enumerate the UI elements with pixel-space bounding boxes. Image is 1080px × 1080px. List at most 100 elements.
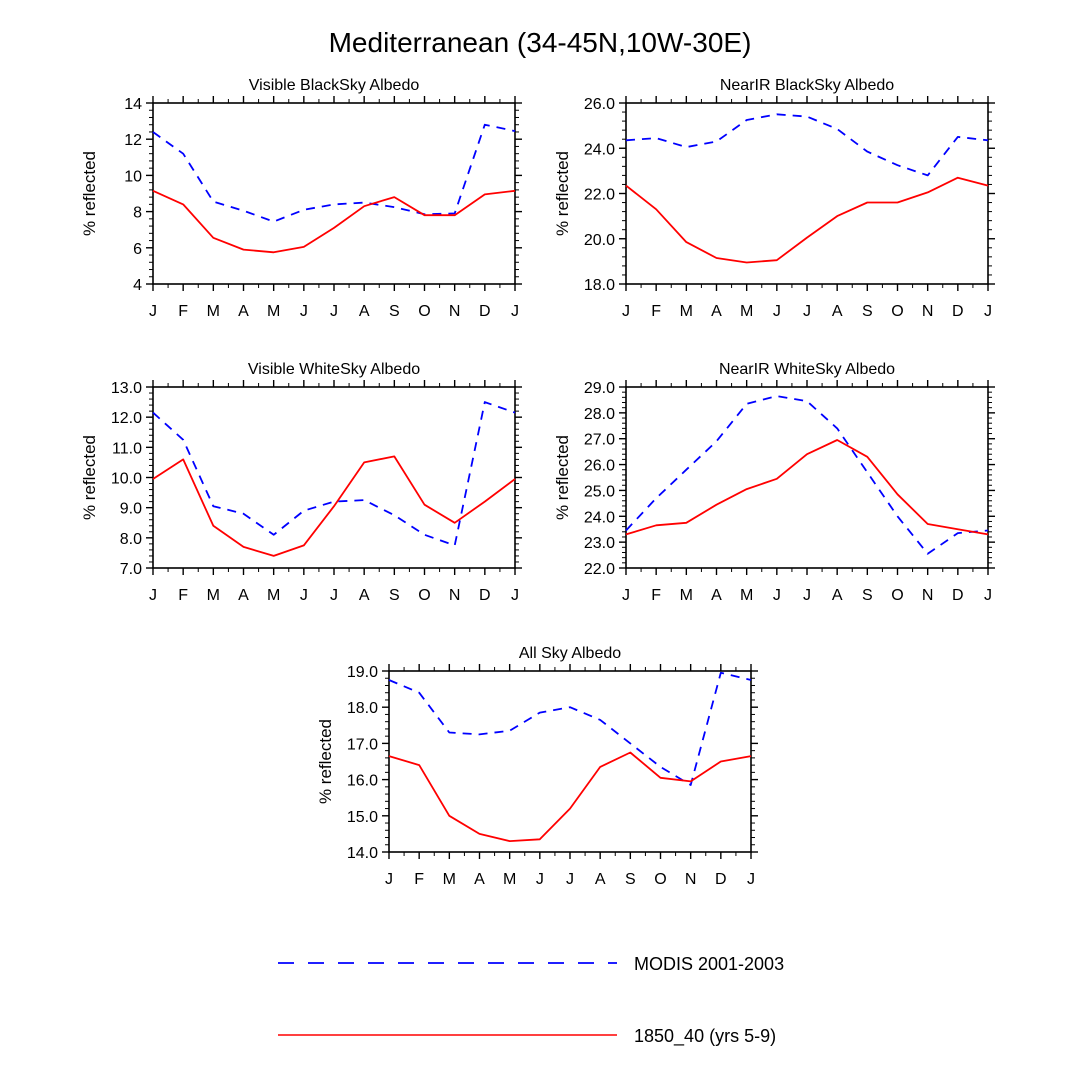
series-line-model	[152, 189, 516, 254]
y-tick-label: 18.0	[347, 700, 378, 717]
data-point-modis	[896, 515, 898, 517]
y-axis-label: % reflected	[316, 719, 335, 804]
y-tick-label: 9.0	[120, 501, 142, 518]
data-point-modis	[625, 139, 627, 141]
data-point-modis	[514, 411, 516, 413]
data-point-model	[776, 478, 778, 480]
data-point-model	[806, 453, 808, 455]
data-point-modis	[655, 137, 657, 139]
data-point-modis	[836, 128, 838, 130]
x-tick-label: J	[300, 303, 308, 320]
x-tick-label: J	[149, 587, 157, 604]
x-tick-label: O	[891, 587, 903, 604]
x-tick-label: S	[862, 587, 873, 604]
legend-entry-modis: MODIS 2001-2003	[278, 954, 784, 974]
y-tick-label: 29.0	[584, 380, 615, 397]
y-tick-label: 12.0	[111, 410, 142, 427]
data-point-model	[484, 193, 486, 195]
legend: MODIS 2001-2003 1850_40 (yrs 5-9)	[278, 954, 784, 1047]
data-point-model	[508, 840, 510, 842]
y-tick-label: 14.0	[347, 845, 378, 862]
data-point-modis	[242, 209, 244, 211]
y-tick-label: 11.0	[112, 440, 142, 457]
series-line-modis	[625, 113, 989, 177]
data-point-modis	[242, 513, 244, 515]
data-point-modis	[715, 140, 717, 142]
data-point-model	[896, 201, 898, 203]
x-tick-label: J	[149, 303, 157, 320]
data-point-modis	[745, 119, 747, 121]
series-line-modis	[625, 395, 989, 555]
y-tick-label: 6	[133, 241, 142, 258]
data-point-model	[745, 488, 747, 490]
plot-frame	[625, 386, 989, 569]
chart-nearir-blacksky-albedo: NearIR BlackSky Albedo % reflected J F M A M J J…	[553, 77, 995, 320]
x-tick-label: F	[651, 587, 661, 604]
data-point-modis	[599, 719, 601, 721]
x-tick-label: O	[418, 303, 430, 320]
legend-label-modis: MODIS 2001-2003	[634, 954, 784, 974]
x-tick-label: J	[773, 303, 781, 320]
data-point-modis	[393, 206, 395, 208]
data-point-modis	[539, 711, 541, 713]
series-line-model	[152, 455, 516, 557]
data-point-modis	[685, 146, 687, 148]
plot-frame	[152, 386, 516, 569]
data-point-model	[750, 755, 752, 757]
data-point-model	[689, 780, 691, 782]
x-tick-label: F	[178, 587, 188, 604]
y-tick-label: 24.0	[584, 509, 615, 526]
x-tick-label: F	[414, 871, 424, 888]
data-point-modis	[659, 766, 661, 768]
x-tick-label: N	[922, 303, 934, 320]
series-line-model	[388, 751, 752, 842]
data-point-modis	[182, 152, 184, 154]
data-point-modis	[866, 471, 868, 473]
data-point-model	[272, 251, 274, 253]
data-point-model	[272, 555, 274, 557]
data-point-model	[655, 208, 657, 210]
x-tick-label: J	[984, 303, 992, 320]
y-axis-label: % reflected	[80, 435, 99, 520]
data-point-model	[629, 751, 631, 753]
data-point-model	[625, 184, 627, 186]
y-tick-label: 8.0	[120, 531, 142, 548]
x-tick-label: F	[178, 303, 188, 320]
x-tick-label: J	[300, 587, 308, 604]
x-tick-label: A	[711, 303, 722, 320]
x-tick-label: O	[654, 871, 666, 888]
data-point-model	[333, 505, 335, 507]
data-point-modis	[448, 731, 450, 733]
x-tick-label: S	[625, 871, 636, 888]
data-point-modis	[896, 164, 898, 166]
data-point-modis	[514, 130, 516, 132]
data-point-model	[926, 523, 928, 525]
x-tick-label: M	[740, 303, 753, 320]
x-tick-label: A	[595, 871, 606, 888]
data-point-modis	[987, 139, 989, 141]
x-tick-label: D	[479, 587, 491, 604]
x-tick-label: N	[449, 587, 461, 604]
y-tick-label: 15.0	[347, 809, 378, 826]
data-point-model	[242, 546, 244, 548]
chart-title: All Sky Albedo	[519, 645, 621, 662]
data-point-model	[957, 528, 959, 530]
plot-frame	[388, 670, 752, 853]
x-tick-label: A	[359, 303, 370, 320]
data-point-model	[448, 815, 450, 817]
data-point-modis	[776, 395, 778, 397]
x-tick-label: J	[566, 871, 574, 888]
data-point-model	[418, 764, 420, 766]
data-point-modis	[478, 733, 480, 735]
data-point-model	[152, 478, 154, 480]
y-tick-label: 10.0	[111, 471, 142, 488]
x-tick-label: M	[267, 303, 280, 320]
x-tick-label: M	[207, 587, 220, 604]
series-line-modis	[388, 671, 752, 786]
data-point-modis	[685, 469, 687, 471]
y-tick-label: 22.0	[584, 561, 615, 578]
x-tick-label: M	[503, 871, 516, 888]
data-point-model	[659, 777, 661, 779]
y-tick-label: 17.0	[347, 736, 378, 753]
